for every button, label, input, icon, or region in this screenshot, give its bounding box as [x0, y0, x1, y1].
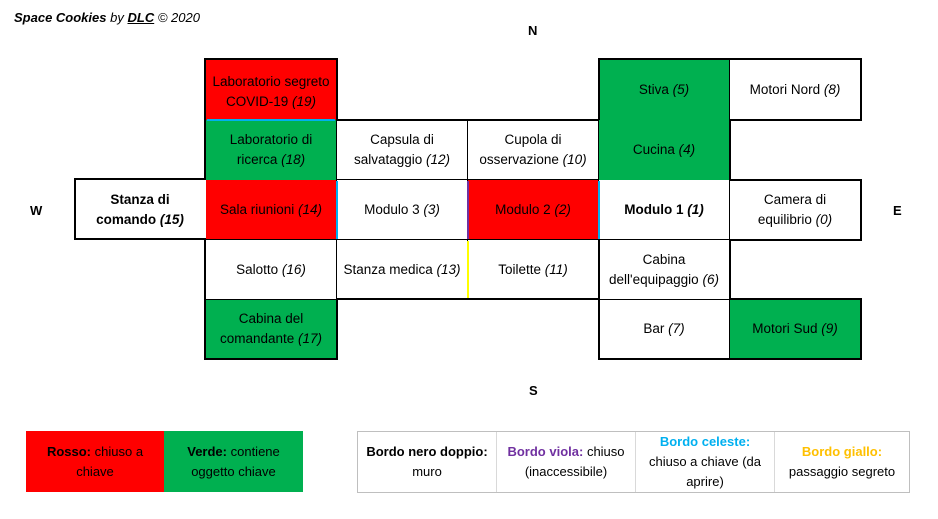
room-9: Motori Sud (9) — [730, 300, 860, 358]
room-8: Motori Nord (8) — [730, 60, 860, 120]
compass-east: E — [893, 203, 902, 218]
room-19: Laboratorio segreto COVID-19 (19) — [206, 60, 336, 120]
room-6: Cabina dell'equipaggio (6) — [599, 240, 729, 300]
credit-title: Space Cookies — [14, 10, 107, 25]
room-13: Stanza medica (13) — [337, 240, 467, 300]
legend-double: Bordo nero doppio: muro — [366, 444, 488, 479]
room-15: Stanza di comando (15) — [75, 180, 205, 240]
room-14: Sala riunioni (14) — [206, 180, 336, 240]
room-18: Laboratorio di ricerca (18) — [206, 120, 336, 180]
legend-green: Verde: contiene oggetto chiave — [164, 431, 303, 492]
compass-north: N — [528, 23, 538, 38]
room-1: Modulo 1 (1) — [599, 180, 729, 240]
room-7: Bar (7) — [599, 300, 729, 358]
legend-purple: Bordo viola: chiuso (inaccessibile) — [507, 444, 625, 479]
legend-borders: Bordo nero doppio: muro Bordo viola: chi… — [357, 431, 910, 493]
room-10: Cupola di osservazione (10) — [468, 120, 598, 180]
compass-west: W — [30, 203, 43, 218]
legend-colors: Rosso: chiuso a chiave Verde: contiene o… — [26, 431, 303, 492]
legend-red: Rosso: chiuso a chiave — [26, 431, 164, 492]
legend-yellow: Bordo giallo: passaggio segreto — [788, 444, 896, 479]
room-5: Stiva (5) — [599, 60, 729, 120]
room-16: Salotto (16) — [206, 240, 336, 300]
room-2: Modulo 2 (2) — [468, 180, 598, 240]
compass-south: S — [529, 383, 538, 398]
legend-lightblue: Bordo celeste: chiuso a chiave (da aprir… — [648, 434, 761, 489]
credit-author: DLC — [127, 10, 155, 25]
room-12: Capsula di salvataggio (12) — [337, 120, 467, 180]
room-4: Cucina (4) — [599, 120, 729, 180]
credit-line: Space Cookies by DLC © 2020 — [14, 10, 200, 25]
credit-year: © 2020 — [157, 10, 200, 25]
room-0: Camera di equilibrio (0) — [730, 180, 860, 240]
room-19-number: (19) — [292, 94, 317, 109]
credit-by: by — [110, 10, 124, 25]
room-3: Modulo 3 (3) — [337, 180, 467, 240]
room-17: Cabina del comandante (17) — [206, 300, 336, 358]
room-11: Toilette (11) — [468, 240, 598, 300]
